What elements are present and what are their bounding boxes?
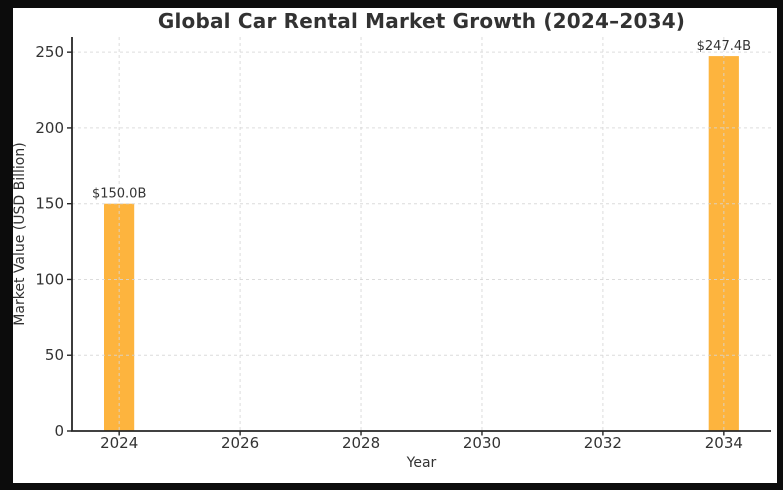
chart-panel: Global Car Rental Market Growth (2024–20… xyxy=(12,8,777,483)
bar-chart-canvas: 2024 2026 2028 2030 2032 2034 0 50 100 150 200 250 $… xyxy=(35,37,771,452)
chart-title: Global Car Rental Market Growth (2024–20… xyxy=(157,9,686,33)
y-axis-label: Market Value (USD Billion) xyxy=(12,142,28,326)
x-tick-label: 2024 xyxy=(100,434,138,452)
x-tick-label: 2032 xyxy=(584,434,622,452)
bar-value-label: $247.4B xyxy=(697,39,751,54)
bar-value-label: $150.0B xyxy=(92,187,146,202)
x-axis-label: Year xyxy=(406,455,437,471)
y-tick-label: 100 xyxy=(35,270,64,288)
y-tick-label: 150 xyxy=(35,195,64,213)
x-tick-label: 2026 xyxy=(221,434,259,452)
y-tick-label: 0 xyxy=(54,422,64,440)
x-tick-label: 2028 xyxy=(342,434,380,452)
x-tick-label: 2030 xyxy=(463,434,501,452)
y-tick-label: 200 xyxy=(35,119,64,137)
y-tick-label: 50 xyxy=(45,346,64,364)
x-tick-label: 2034 xyxy=(705,434,743,452)
y-tick-label: 250 xyxy=(35,43,64,61)
